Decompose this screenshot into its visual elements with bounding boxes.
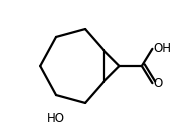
Text: OH: OH — [154, 42, 172, 55]
Text: O: O — [154, 77, 163, 90]
Text: HO: HO — [47, 112, 65, 125]
